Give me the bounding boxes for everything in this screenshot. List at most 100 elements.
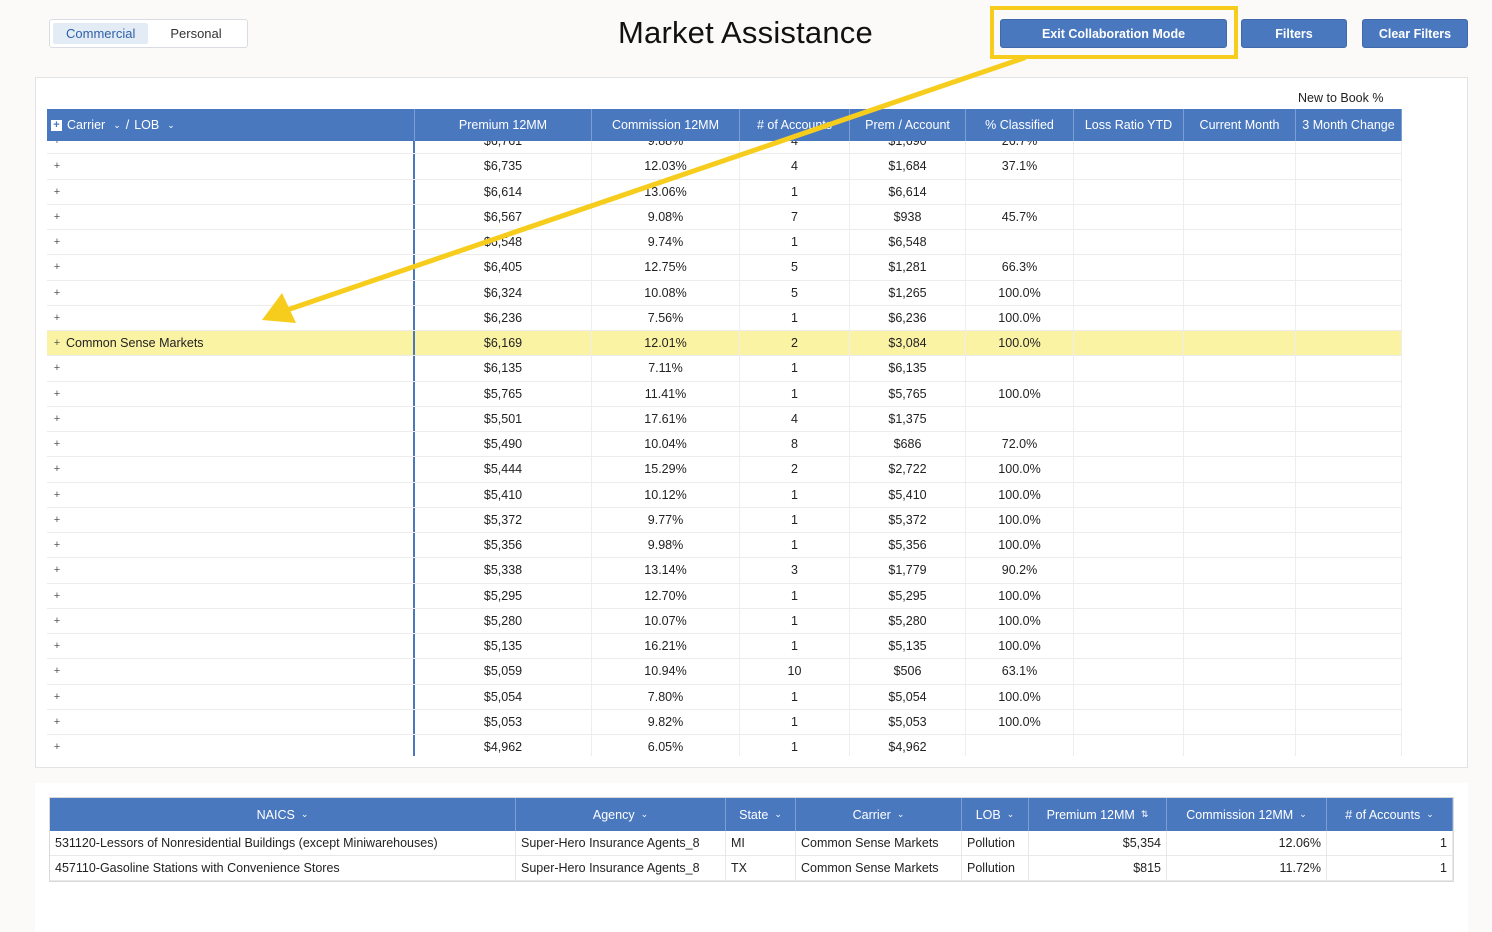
expand-row-icon[interactable]: + (53, 690, 61, 703)
carrier-row[interactable]: + $6,548 9.74% 1 $6,548 (47, 230, 1402, 256)
expand-row-icon[interactable]: + (53, 135, 61, 148)
expand-row-icon[interactable]: + (53, 286, 61, 299)
carrier-cell[interactable]: + (47, 507, 415, 532)
filters-button[interactable]: Filters (1241, 19, 1347, 48)
header-prem-account[interactable]: Prem / Account (850, 109, 966, 141)
carrier-cell[interactable]: + (47, 735, 415, 756)
carrier-row[interactable]: + $5,765 11.41% 1 $5,765 100.0% (47, 381, 1402, 407)
carrier-row[interactable]: + $5,444 15.29% 2 $2,722 100.0% (47, 457, 1402, 483)
expand-row-icon[interactable]: + (53, 614, 61, 627)
chevron-down-icon[interactable]: ⌄ (167, 119, 175, 130)
tab-commercial[interactable]: Commercial (53, 23, 149, 44)
expand-row-icon[interactable]: + (53, 337, 61, 350)
detail-row[interactable]: 457110-Gasoline Stations with Convenienc… (50, 856, 1453, 881)
carrier-cell[interactable]: + (47, 684, 415, 709)
carrier-row[interactable]: + $5,295 12.70% 1 $5,295 100.0% (47, 583, 1402, 609)
expand-row-icon[interactable]: + (53, 210, 61, 223)
carrier-row[interactable]: + $6,567 9.08% 7 $938 45.7% (47, 204, 1402, 230)
sort-icon[interactable]: ⇅ (1140, 809, 1149, 819)
carrier-row[interactable]: + $5,410 10.12% 1 $5,410 100.0% (47, 482, 1402, 508)
carrier-cell[interactable]: + (47, 482, 415, 507)
chevron-down-icon[interactable]: ⌄ (1299, 809, 1307, 819)
carrier-row[interactable]: + Common Sense Markets $6,169 12.01% 2 $3,084… (47, 331, 1402, 357)
carrier-row[interactable]: + $5,338 13.14% 3 $1,779 90.2% (47, 558, 1402, 584)
carrier-row[interactable]: + $5,372 9.77% 1 $5,372 100.0% (47, 507, 1402, 533)
detail-header-1[interactable]: Agency ⌄ (516, 798, 726, 831)
chevron-down-icon[interactable]: ⌄ (896, 809, 905, 819)
detail-header-3[interactable]: Carrier ⌄ (796, 798, 962, 831)
carrier-cell[interactable]: + (47, 583, 415, 608)
expand-row-icon[interactable]: + (53, 387, 61, 400)
expand-row-icon[interactable]: + (53, 715, 61, 728)
carrier-cell[interactable]: + (47, 533, 415, 558)
expand-row-icon[interactable]: + (53, 412, 61, 425)
expand-row-icon[interactable]: + (53, 362, 61, 375)
header-carrier[interactable]: Carrier (67, 118, 106, 132)
carrier-row[interactable]: + $5,501 17.61% 4 $1,375 (47, 406, 1402, 432)
clear-filters-button[interactable]: Clear Filters (1362, 19, 1468, 48)
carrier-row[interactable]: + $6,405 12.75% 5 $1,281 66.3% (47, 255, 1402, 281)
carrier-row[interactable]: + $5,053 9.82% 1 $5,053 100.0% (47, 709, 1402, 735)
carrier-row[interactable]: + $6,735 12.03% 4 $1,684 37.1% (47, 154, 1402, 180)
carrier-cell[interactable]: + (47, 457, 415, 482)
carrier-cell[interactable]: + (47, 154, 415, 179)
chevron-down-icon[interactable]: ⌄ (300, 809, 309, 819)
detail-row[interactable]: 531120-Lessors of Nonresidential Buildin… (50, 831, 1453, 856)
header-lob[interactable]: LOB (134, 118, 160, 132)
header-current-month[interactable]: Current Month (1184, 109, 1296, 141)
carrier-row[interactable]: + $5,059 10.94% 10 $506 63.1% (47, 659, 1402, 685)
expand-row-icon[interactable]: + (53, 539, 61, 552)
expand-all-icon[interactable]: + (51, 119, 62, 131)
carrier-row[interactable]: + $6,324 10.08% 5 $1,265 100.0% (47, 280, 1402, 306)
expand-row-icon[interactable]: + (53, 513, 61, 526)
carrier-cell[interactable]: + (47, 179, 415, 204)
carrier-row[interactable]: + $5,490 10.04% 8 $686 72.0% (47, 432, 1402, 458)
carrier-cell[interactable]: + (47, 608, 415, 633)
header-carrier-lob[interactable]: + Carrier ⌄ / LOB ⌄ (47, 109, 415, 141)
chevron-down-icon[interactable]: ⌄ (640, 809, 649, 819)
expand-row-icon[interactable]: + (53, 438, 61, 451)
expand-row-icon[interactable]: + (53, 564, 61, 577)
exit-collaboration-button[interactable]: Exit Collaboration Mode (1000, 19, 1227, 48)
expand-row-icon[interactable]: + (53, 185, 61, 198)
tab-personal[interactable]: Personal (170, 26, 222, 41)
detail-header-7[interactable]: # of Accounts ⌄ (1327, 798, 1453, 831)
expand-row-icon[interactable]: + (53, 311, 61, 324)
carrier-row[interactable]: + $6,614 13.06% 1 $6,614 (47, 179, 1402, 205)
carrier-cell[interactable]: + (47, 659, 415, 684)
carrier-cell[interactable]: + (47, 204, 415, 229)
detail-header-0[interactable]: NAICS ⌄ (50, 798, 516, 831)
expand-row-icon[interactable]: + (53, 236, 61, 249)
expand-row-icon[interactable]: + (53, 665, 61, 678)
carrier-cell[interactable]: + Common Sense Markets (47, 331, 415, 356)
chevron-down-icon[interactable]: ⌄ (774, 809, 782, 819)
carrier-cell[interactable]: + (47, 381, 415, 406)
header-premium[interactable]: Premium 12MM (415, 109, 592, 141)
carrier-row[interactable]: + $5,280 10.07% 1 $5,280 100.0% (47, 608, 1402, 634)
detail-header-5[interactable]: Premium 12MM ⇅ (1029, 798, 1167, 831)
carrier-row[interactable]: + $5,356 9.98% 1 $5,356 100.0% (47, 533, 1402, 559)
detail-header-4[interactable]: LOB ⌄ (962, 798, 1029, 831)
carrier-cell[interactable]: + (47, 356, 415, 381)
carrier-row[interactable]: + $5,054 7.80% 1 $5,054 100.0% (47, 684, 1402, 710)
chevron-down-icon[interactable]: ⌄ (113, 119, 121, 130)
expand-row-icon[interactable]: + (53, 488, 61, 501)
header-accounts[interactable]: # of Accounts (740, 109, 850, 141)
carrier-cell[interactable]: + (47, 255, 415, 280)
header-three-month[interactable]: 3 Month Change (1296, 109, 1402, 141)
carrier-cell[interactable]: + (47, 305, 415, 330)
carrier-cell[interactable]: + (47, 432, 415, 457)
carrier-row[interactable]: + $6,236 7.56% 1 $6,236 100.0% (47, 305, 1402, 331)
carrier-cell[interactable]: + (47, 280, 415, 305)
expand-row-icon[interactable]: + (53, 589, 61, 602)
expand-row-icon[interactable]: + (53, 463, 61, 476)
expand-row-icon[interactable]: + (53, 261, 61, 274)
expand-row-icon[interactable]: + (53, 640, 61, 653)
carrier-cell[interactable]: + (47, 558, 415, 583)
header-classified[interactable]: % Classified (966, 109, 1074, 141)
header-commission[interactable]: Commission 12MM (592, 109, 740, 141)
carrier-row[interactable]: + $6,135 7.11% 1 $6,135 (47, 356, 1402, 382)
carrier-row[interactable]: + $5,135 16.21% 1 $5,135 100.0% (47, 634, 1402, 660)
carrier-cell[interactable]: + (47, 230, 415, 255)
carrier-row[interactable]: + $4,962 6.05% 1 $4,962 (47, 735, 1402, 756)
